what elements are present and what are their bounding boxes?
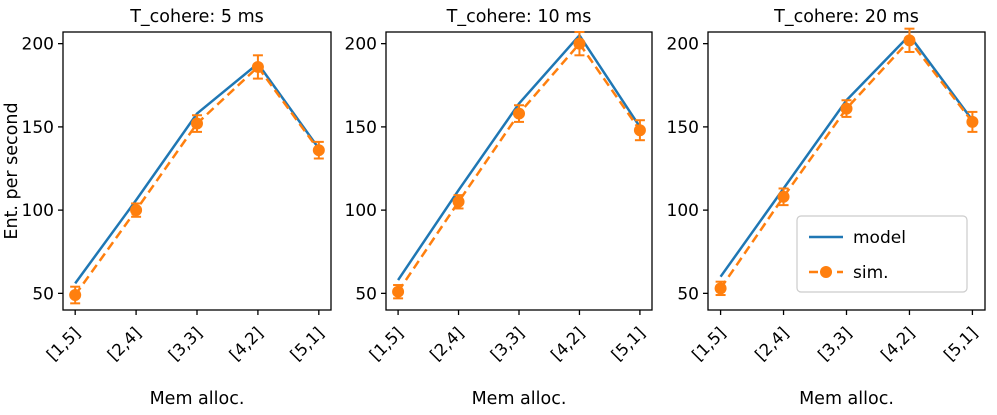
y-tick-label: 50 — [32, 284, 54, 304]
model-line — [74, 62, 320, 285]
y-tick-label: 200 — [667, 35, 699, 55]
x-tick-label: [3,3] — [814, 323, 855, 364]
y-tick-label: 200 — [345, 35, 377, 55]
y-tick-label: 100 — [345, 201, 377, 221]
sim-marker — [392, 285, 405, 298]
x-tick-label: [1,5] — [688, 323, 729, 364]
legend-sample-marker — [820, 266, 832, 278]
y-tick-label: 50 — [355, 284, 377, 304]
x-tick-label: [4,2] — [547, 323, 588, 364]
y-axis-label: Ent. per second — [2, 102, 22, 239]
y-tick-label: 150 — [22, 118, 54, 138]
sim-marker — [312, 144, 325, 157]
x-tick-label: [5,1] — [940, 323, 981, 364]
sim-marker — [903, 34, 916, 47]
sim-line — [397, 42, 641, 293]
sim-marker — [573, 37, 586, 50]
subplot-tcohere-20ms: 50 100 150 200 [1,5] [2,4] [3,3] [4,2] [5,1] T_co… — [667, 7, 986, 409]
x-tick-label: [2,4] — [426, 323, 467, 364]
x-axis-label: Mem alloc. — [799, 389, 894, 409]
x-tick-label: [2,4] — [751, 323, 792, 364]
sim-marker — [130, 204, 143, 217]
subplot-title: T_cohere: 20 ms — [773, 7, 919, 27]
x-tick-label: [4,2] — [877, 323, 918, 364]
x-tick-label: [3,3] — [487, 323, 528, 364]
y-tick-label: 50 — [677, 284, 699, 304]
y-tick-label: 150 — [345, 118, 377, 138]
x-tick-label: [1,5] — [366, 323, 407, 364]
x-axis-label: Mem alloc. — [150, 389, 245, 409]
sim-marker — [633, 124, 646, 137]
y-tick-label: 200 — [22, 35, 54, 55]
y-tick-label: 100 — [667, 201, 699, 221]
subplot-tcohere-10ms: 50 100 150 200 [1,5] [2,4] [3,3] [4,2] [5,1] T_co… — [345, 7, 653, 409]
sim-marker — [251, 60, 264, 73]
y-tick-label: 100 — [22, 201, 54, 221]
sim-marker — [452, 195, 465, 208]
sim-line — [74, 65, 320, 296]
subplot-tcohere-5ms: 50 100 150 200 [1,5] [2,4] [3,3] [4,2] [5,1] T_co… — [2, 7, 332, 409]
y-tick-label: 150 — [667, 118, 699, 138]
axes-box — [62, 31, 332, 311]
model-line — [397, 34, 641, 281]
sim-marker — [840, 102, 853, 115]
subplot-title: T_cohere: 5 ms — [129, 7, 264, 27]
sim-marker — [513, 107, 525, 120]
sim-marker — [69, 289, 82, 302]
x-tick-label: [4,2] — [226, 323, 267, 364]
legend-label: sim. — [853, 263, 889, 283]
x-tick-label: [5,1] — [608, 323, 649, 364]
sim-marker — [777, 190, 790, 203]
x-tick-label: [2,4] — [104, 323, 145, 364]
legend-label: model — [853, 228, 906, 248]
x-tick-label: [1,5] — [43, 323, 84, 364]
sim-marker — [191, 117, 203, 130]
axes-box — [385, 31, 653, 311]
sim-marker — [966, 115, 979, 128]
x-tick-label: [5,1] — [287, 323, 328, 364]
sim-line — [719, 39, 974, 290]
sim-marker — [714, 282, 727, 295]
x-axis-label: Mem alloc. — [472, 389, 567, 409]
x-tick-label: [3,3] — [165, 323, 206, 364]
subplot-title: T_cohere: 10 ms — [446, 7, 592, 27]
